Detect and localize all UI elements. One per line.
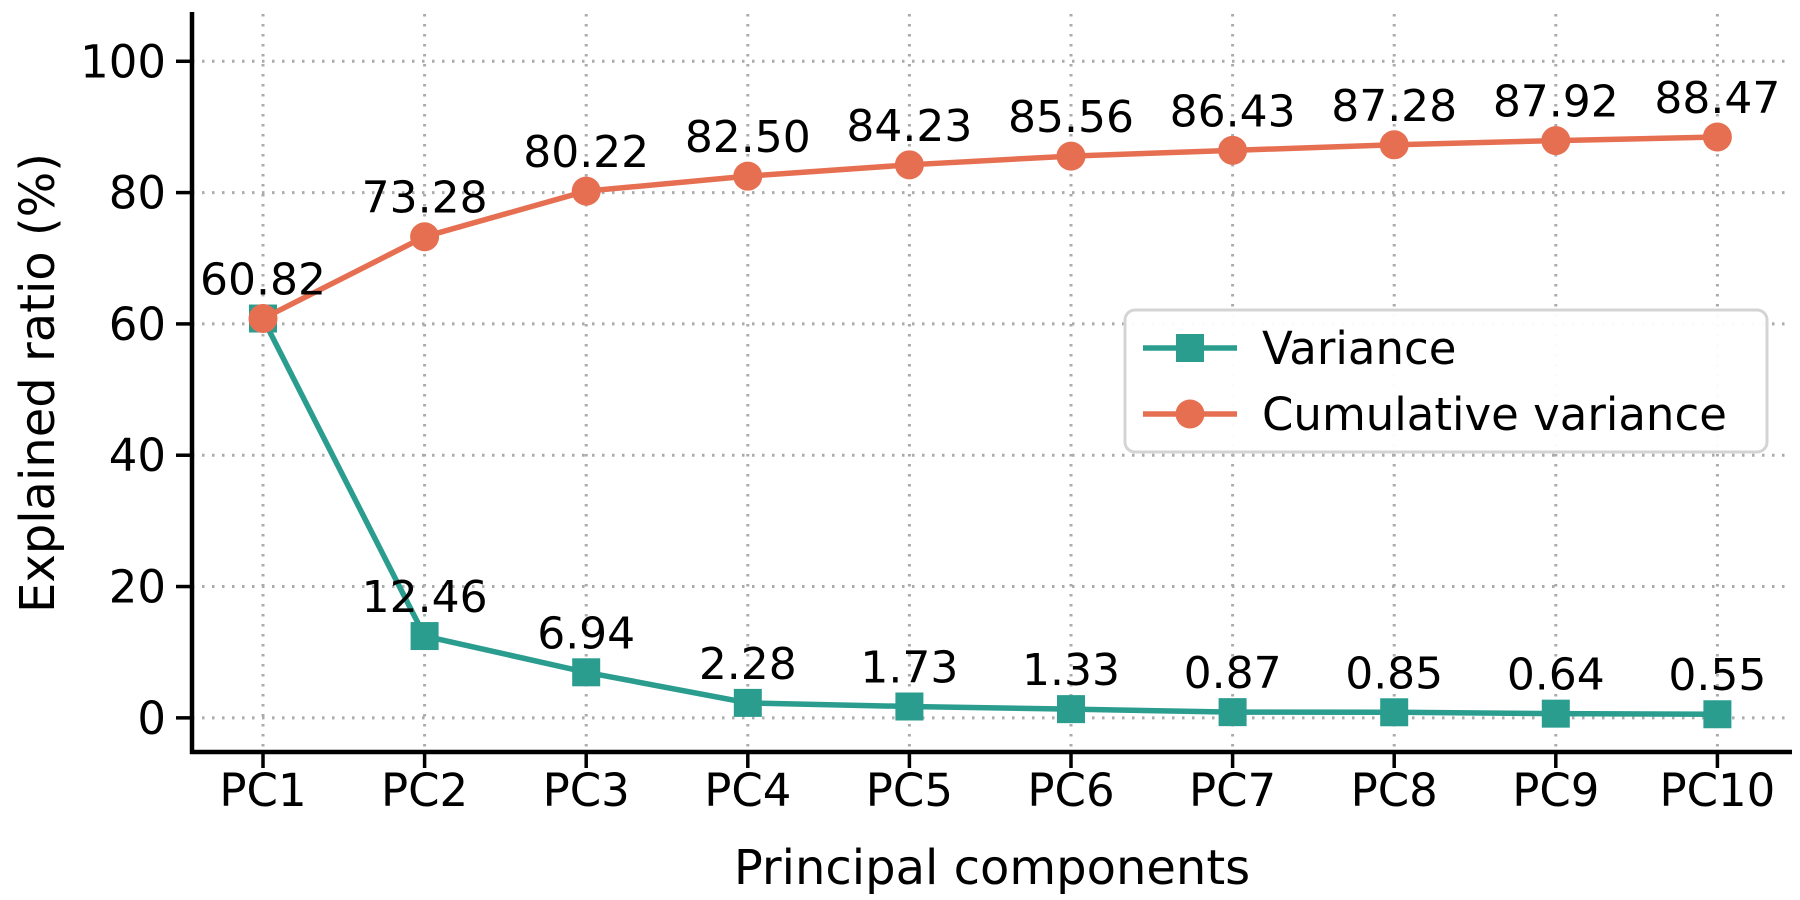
cumulative-variance-marker [733, 161, 763, 191]
cumulative-variance-marker [1379, 130, 1409, 160]
cumulative-variance-data-label: 84.23 [846, 101, 972, 152]
variance-marker [1218, 698, 1247, 727]
legend-variance-marker [1176, 334, 1204, 362]
y-tick-label: 60 [109, 298, 166, 351]
cumulative-variance-marker [1541, 126, 1571, 156]
x-tick-label: PC8 [1351, 764, 1438, 817]
variance-data-label: 1.33 [1022, 645, 1120, 696]
variance-data-label: 0.64 [1507, 650, 1605, 701]
cumulative-variance-marker [571, 176, 601, 206]
x-axis-label: Principal components [734, 840, 1250, 896]
legend-box [1123, 308, 1769, 454]
variance-data-label: 0.87 [1184, 648, 1282, 699]
variance-data-label: 60.82 [200, 255, 326, 306]
cumulative-variance-data-label: 82.50 [685, 112, 811, 163]
legend-cumulative-variance-marker [1175, 399, 1205, 429]
x-tick-label: PC4 [704, 764, 791, 817]
x-tick-label: PC7 [1189, 764, 1276, 817]
y-tick-label: 40 [109, 429, 166, 482]
y-tick-label: 0 [137, 692, 166, 745]
x-tick-label: PC6 [1027, 764, 1114, 817]
variance-marker [1541, 699, 1570, 728]
x-tick-label: PC5 [866, 764, 953, 817]
cumulative-variance-marker [248, 304, 278, 334]
legend-label-variance: Variance [1262, 322, 1456, 375]
variance-marker [1703, 700, 1732, 729]
variance-marker [1380, 698, 1409, 727]
x-tick-label: PC10 [1659, 764, 1775, 817]
cumulative-variance-data-label: 87.28 [1331, 81, 1457, 132]
y-axis-label: Explained ratio (%) [10, 153, 66, 613]
cumulative-variance-data-label: 86.43 [1170, 86, 1296, 137]
x-tick-label: PC2 [381, 764, 468, 817]
y-tick-label: 20 [109, 561, 166, 614]
x-tick-label: PC3 [543, 764, 630, 817]
variance-line [260, 317, 1718, 717]
x-tick-label: PC9 [1512, 764, 1599, 817]
cumulative-variance-data-label: 88.47 [1654, 73, 1780, 124]
cumulative-variance-data-label: 80.22 [523, 127, 649, 178]
cumulative-variance-marker [1056, 141, 1086, 171]
cumulative-variance-marker [1218, 135, 1248, 165]
cumulative-variance-data-label: 73.28 [362, 173, 488, 224]
cumulative-variance-marker [1702, 122, 1732, 152]
variance-data-label: 6.94 [537, 608, 635, 659]
variance-data-label: 0.55 [1668, 650, 1766, 701]
variance-marker [572, 658, 601, 687]
x-tick-label: PC1 [219, 764, 306, 817]
variance-marker [1057, 695, 1085, 724]
variance-data-label: 0.85 [1345, 648, 1443, 699]
cumulative-variance-data-label: 87.92 [1493, 77, 1619, 128]
variance-marker [410, 622, 439, 651]
y-tick-label: 100 [80, 35, 166, 88]
variance-marker [733, 688, 762, 717]
y-tick-label: 80 [109, 167, 166, 220]
legend-label-cumulative-variance: Cumulative variance [1262, 388, 1727, 441]
variance-data-label: 1.73 [860, 642, 958, 693]
cumulative-variance-marker [410, 222, 440, 252]
variance-marker [895, 692, 924, 721]
cumulative-variance-marker [894, 150, 924, 180]
cumulative-variance-data-label: 85.56 [1008, 92, 1134, 143]
variance-data-label: 2.28 [699, 639, 797, 690]
legend: Variance Cumulative variance [1123, 308, 1769, 454]
cumulative-variance-line [261, 134, 1718, 321]
variance-data-label: 12.46 [362, 572, 488, 623]
